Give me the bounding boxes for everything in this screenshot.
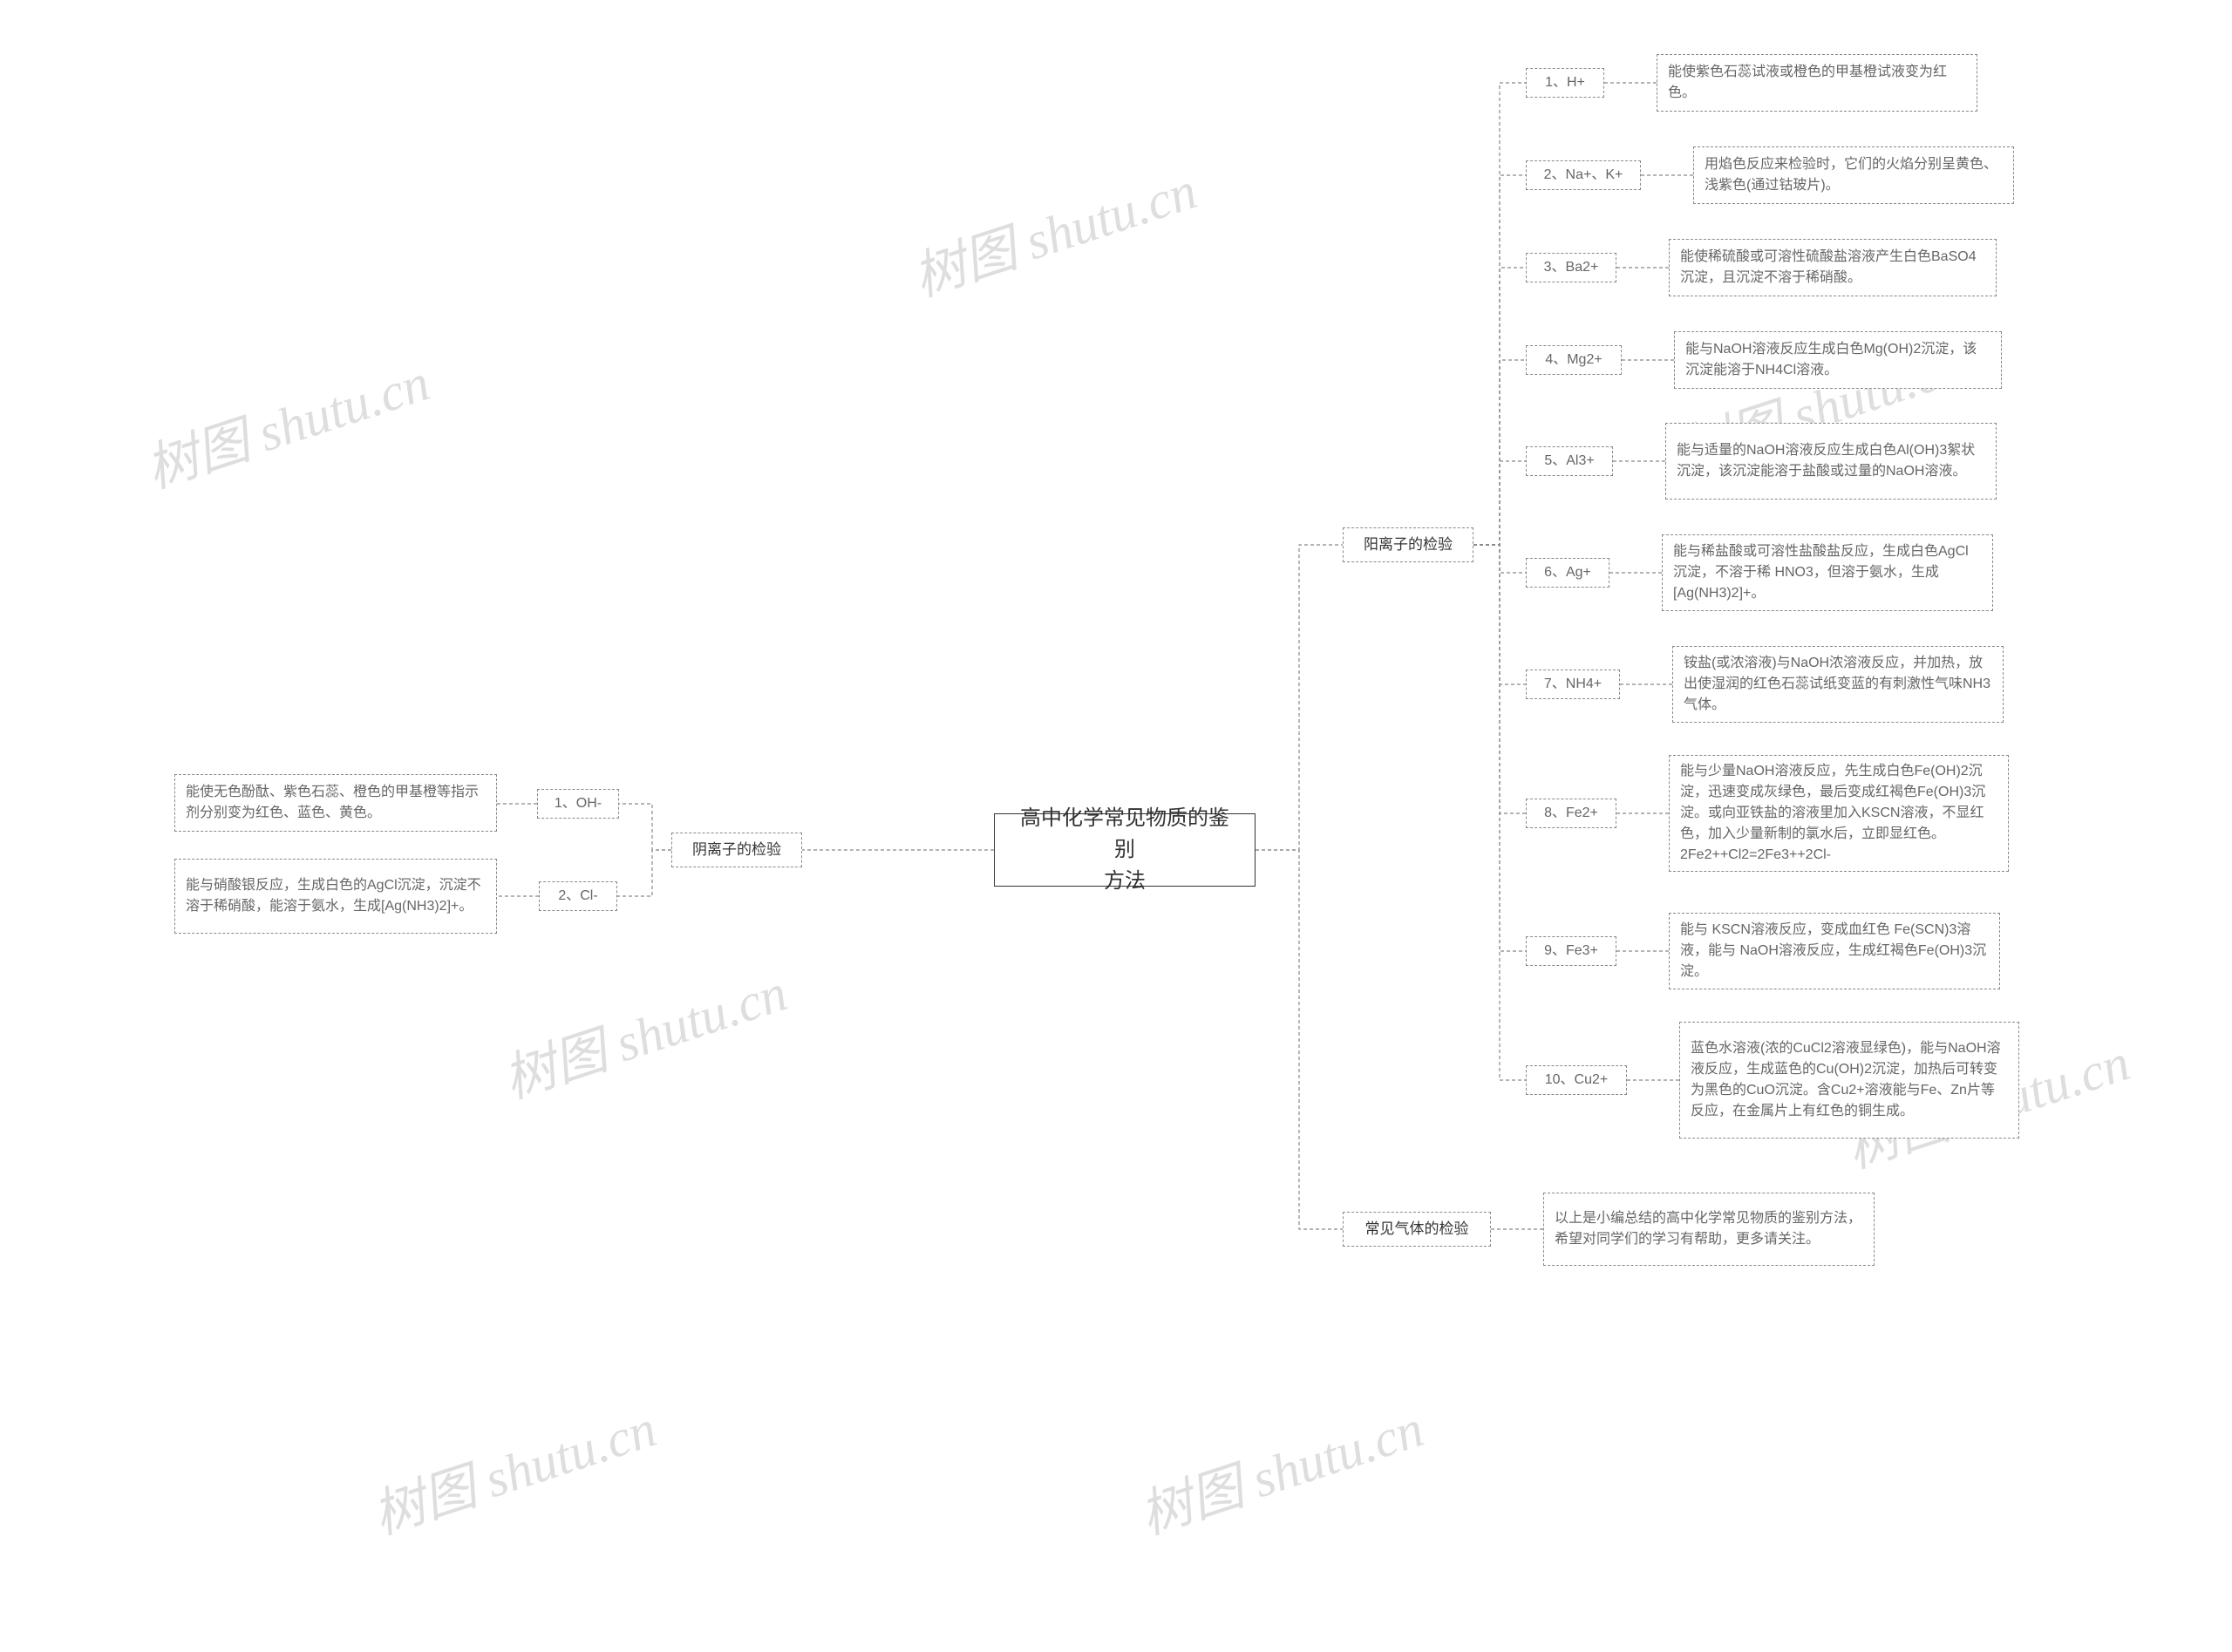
cation-leaf-3: 能与NaOH溶液反应生成白色Mg(OH)2沉淀，该沉淀能溶于NH4Cl溶液。 <box>1674 331 2002 389</box>
gas-leaf: 以上是小编总结的高中化学常见物质的鉴别方法，希望对同学们的学习有帮助，更多请关注… <box>1543 1193 1875 1266</box>
cation-id-2: 3、Ba2+ <box>1526 253 1616 282</box>
cation-id-5: 6、Ag+ <box>1526 558 1609 588</box>
anion-leaf-cl: 能与硝酸银反应，生成白色的AgCl沉淀，沉淀不溶于稀硝酸，能溶于氨水，生成[Ag… <box>174 859 497 934</box>
branch-gas: 常见气体的检验 <box>1343 1212 1491 1247</box>
cation-id-9: 10、Cu2+ <box>1526 1065 1627 1095</box>
cation-leaf-6: 铵盐(或浓溶液)与NaOH浓溶液反应，并加热，放出使湿润的红色石蕊试纸变蓝的有刺… <box>1672 646 2004 723</box>
cation-id-7: 8、Fe2+ <box>1526 799 1616 828</box>
watermark: 树图 shutu.cn <box>902 148 1205 311</box>
cation-id-8: 9、Fe3+ <box>1526 936 1616 966</box>
cation-leaf-0: 能使紫色石蕊试液或橙色的甲基橙试液变为红色。 <box>1657 54 1977 112</box>
watermark: 树图 shutu.cn <box>135 340 438 503</box>
cation-id-4: 5、Al3+ <box>1526 446 1613 476</box>
cation-leaf-9: 蓝色水溶液(浓的CuCl2溶液显绿色)，能与NaOH溶液反应，生成蓝色的Cu(O… <box>1679 1022 2019 1139</box>
center-line1: 高中化学常见物质的鉴别 <box>1020 806 1229 861</box>
watermark: 树图 shutu.cn <box>1129 1386 1432 1549</box>
branch-anion: 阴离子的检验 <box>671 833 802 867</box>
cation-leaf-7: 能与少量NaOH溶液反应，先生成白色Fe(OH)2沉淀，迅速变成灰绿色，最后变成… <box>1669 755 2009 872</box>
cation-leaf-4: 能与适量的NaOH溶液反应生成白色Al(OH)3絮状沉淀，该沉淀能溶于盐酸或过量… <box>1665 423 1997 500</box>
cation-id-0: 1、H+ <box>1526 68 1604 98</box>
cation-leaf-5: 能与稀盐酸或可溶性盐酸盐反应，生成白色AgCl沉淀，不溶于稀 HNO3，但溶于氨… <box>1662 534 1993 611</box>
center-node: 高中化学常见物质的鉴别 方法 <box>994 813 1256 887</box>
cation-leaf-8: 能与 KSCN溶液反应，变成血红色 Fe(SCN)3溶液，能与 NaOH溶液反应… <box>1669 913 2000 989</box>
center-line2: 方法 <box>1104 869 1146 893</box>
watermark: 树图 shutu.cn <box>493 950 795 1113</box>
cation-id-6: 7、NH4+ <box>1526 670 1620 699</box>
anion-leaf-oh: 能使无色酚酞、紫色石蕊、橙色的甲基橙等指示剂分别变为红色、蓝色、黄色。 <box>174 774 497 832</box>
cation-leaf-2: 能使稀硫酸或可溶性硫酸盐溶液产生白色BaSO4沉淀，且沉淀不溶于稀硝酸。 <box>1669 239 1997 296</box>
anion-id-cl: 2、Cl- <box>539 881 617 911</box>
cation-id-1: 2、Na+、K+ <box>1526 160 1641 190</box>
cation-id-3: 4、Mg2+ <box>1526 345 1622 375</box>
watermark: 树图 shutu.cn <box>362 1386 664 1549</box>
anion-id-oh: 1、OH- <box>537 789 619 819</box>
branch-cation: 阳离子的检验 <box>1343 527 1473 562</box>
cation-leaf-1: 用焰色反应来检验时，它们的火焰分别呈黄色、浅紫色(通过钴玻片)。 <box>1693 146 2014 204</box>
